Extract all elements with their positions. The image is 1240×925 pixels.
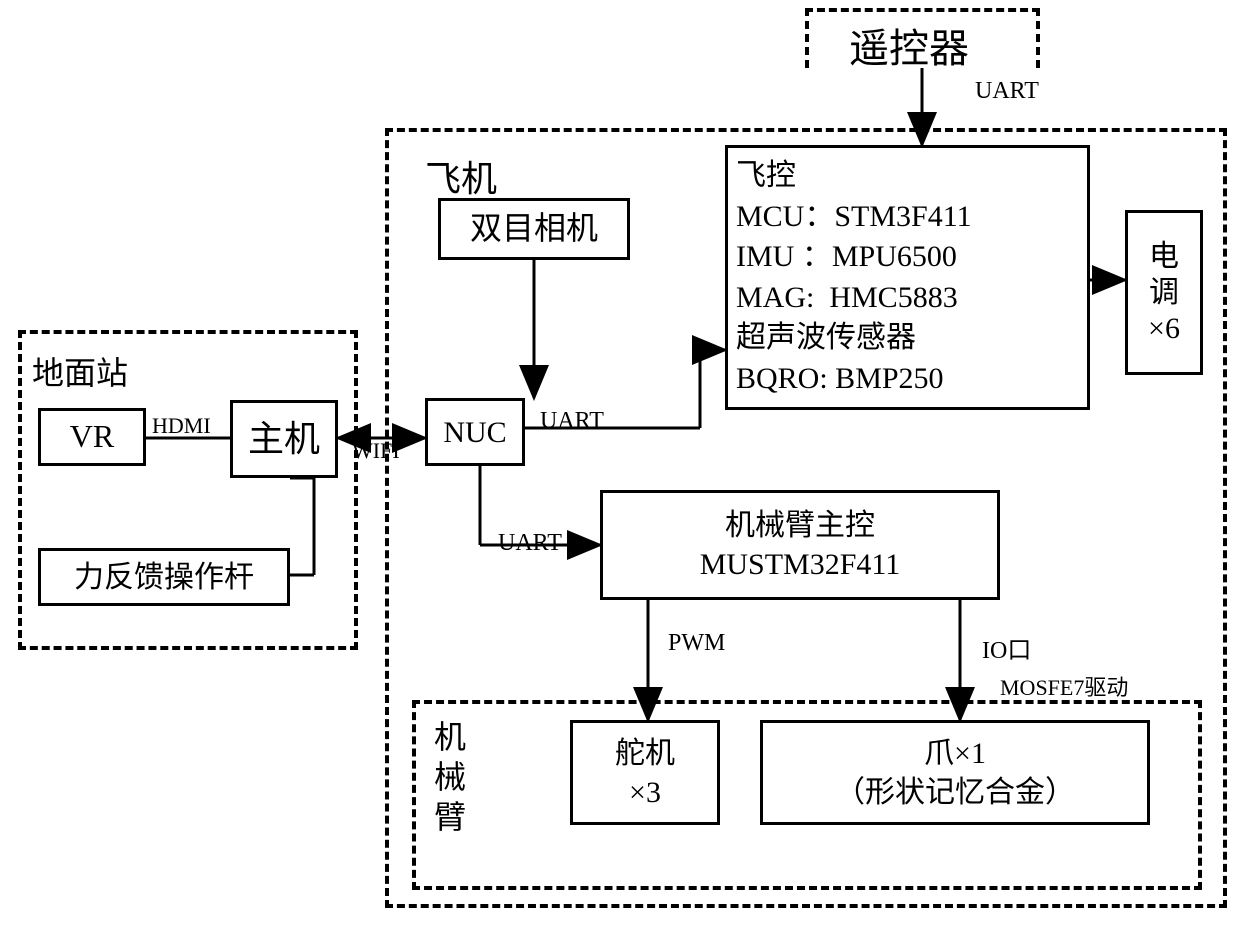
uart-remote-label: UART	[975, 78, 1039, 105]
servo-line1: 舵机	[615, 734, 675, 773]
arm-controller-line1: 机械臂主控	[725, 506, 875, 545]
vr-box: VR	[38, 408, 146, 466]
esc-label: 电调×6	[1148, 239, 1180, 347]
nuc-label: NUC	[443, 413, 506, 452]
arm-group-title: 机械臂	[425, 720, 471, 840]
remote-label: 遥控器	[849, 16, 969, 74]
camera-label: 双目相机	[470, 208, 598, 250]
wifi-label: WIFI	[352, 438, 400, 464]
mosfet-label: MOSFE7驱动	[1000, 670, 1128, 702]
claw-box: 爪×1 （形状记忆合金）	[760, 720, 1150, 825]
hdmi-label: HDMI	[152, 413, 211, 439]
servo-line2: ×3	[629, 773, 661, 812]
vr-label: VR	[70, 416, 114, 458]
claw-line1: 爪×1	[924, 734, 986, 773]
uart-nuc-arm-label: UART	[498, 530, 562, 557]
aircraft-title: 飞机	[425, 150, 497, 202]
uart-nuc-fc-label: UART	[540, 408, 604, 435]
joystick-box: 力反馈操作杆	[38, 548, 290, 606]
arm-controller-line2: MUSTM32F411	[700, 545, 901, 584]
io-label: IO口	[982, 630, 1031, 665]
flight-controller-text: 飞控 MCU：STM3F411 IMU ：MPU6500 MAG: HMC588…	[736, 156, 972, 399]
esc-box: 电调×6	[1125, 210, 1203, 375]
remote-group: 遥控器	[805, 8, 1040, 68]
host-label: 主机	[248, 416, 320, 463]
arm-controller-box: 机械臂主控 MUSTM32F411	[600, 490, 1000, 600]
camera-box: 双目相机	[438, 198, 630, 260]
ground-station-title: 地面站	[32, 348, 128, 394]
servo-box: 舵机 ×3	[570, 720, 720, 825]
claw-line2: （形状记忆合金）	[835, 773, 1075, 812]
flight-controller-box: 飞控 MCU：STM3F411 IMU ：MPU6500 MAG: HMC588…	[725, 145, 1090, 410]
joystick-label: 力反馈操作杆	[74, 558, 254, 597]
host-box: 主机	[230, 400, 338, 478]
pwm-label: PWM	[668, 630, 725, 657]
nuc-box: NUC	[425, 398, 525, 466]
